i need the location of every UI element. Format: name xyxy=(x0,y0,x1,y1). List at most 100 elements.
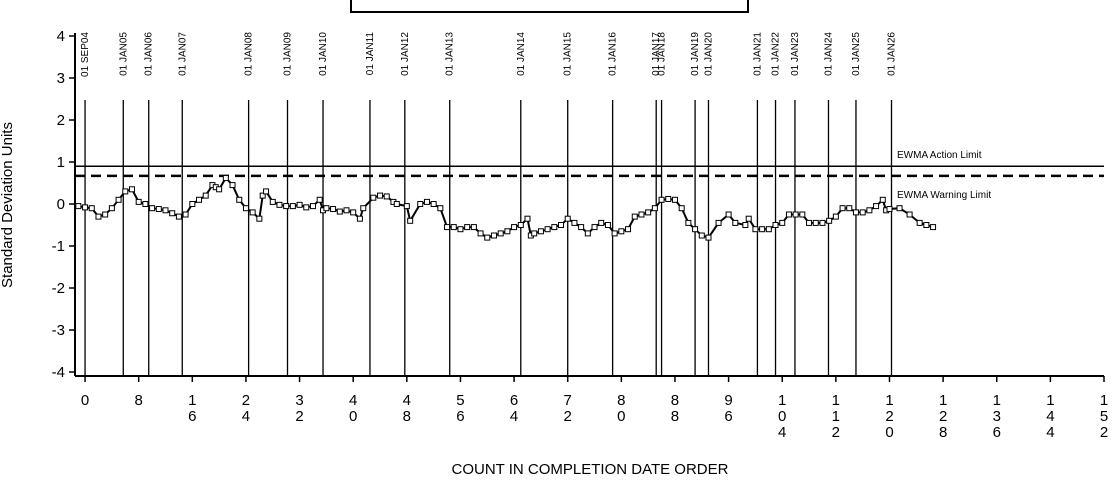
point xyxy=(866,207,873,214)
date-label: 01 JAN14 xyxy=(516,32,527,76)
point xyxy=(323,205,330,212)
point xyxy=(725,211,732,218)
point xyxy=(216,186,223,193)
point xyxy=(236,196,243,203)
point xyxy=(430,201,437,207)
point xyxy=(82,204,89,211)
point xyxy=(645,209,652,216)
x-tick-label: 8 xyxy=(135,392,143,409)
point xyxy=(229,182,236,189)
y-axis-label: Standard Deviation Units xyxy=(0,122,16,288)
point xyxy=(417,201,424,207)
point xyxy=(923,222,930,228)
point xyxy=(296,201,303,208)
point xyxy=(450,224,457,231)
point xyxy=(879,196,886,203)
point xyxy=(393,201,400,207)
point xyxy=(504,228,511,235)
point xyxy=(484,234,491,241)
point xyxy=(564,215,571,222)
point xyxy=(916,219,923,226)
point xyxy=(544,226,551,233)
point xyxy=(162,207,169,214)
x-tick-label: 0 xyxy=(81,392,89,409)
point xyxy=(242,205,249,212)
point xyxy=(309,203,316,210)
point xyxy=(370,194,377,201)
point xyxy=(383,193,390,200)
point xyxy=(531,230,538,237)
point xyxy=(537,228,544,235)
date-label: 01 JAN25 xyxy=(851,32,862,76)
point xyxy=(558,222,565,228)
date-label: 01 JAN12 xyxy=(400,32,411,76)
point xyxy=(437,205,444,212)
y-tick-label: -4 xyxy=(52,364,65,381)
point xyxy=(249,209,256,216)
date-label: 01 JAN11 xyxy=(365,32,376,76)
point xyxy=(303,204,310,211)
point xyxy=(360,205,367,212)
point xyxy=(169,210,176,217)
point xyxy=(551,224,558,231)
point xyxy=(826,217,833,224)
point xyxy=(524,215,531,222)
date-label: 01 JAN23 xyxy=(790,32,801,76)
point xyxy=(930,224,937,231)
point xyxy=(651,205,658,212)
point xyxy=(182,211,189,218)
point xyxy=(752,226,759,233)
point xyxy=(618,228,625,235)
point xyxy=(75,203,82,210)
point xyxy=(742,222,749,228)
point xyxy=(423,198,430,205)
point xyxy=(806,219,813,226)
point xyxy=(457,226,464,233)
point xyxy=(792,211,799,218)
date-label: 01 JAN19 xyxy=(690,32,701,76)
point xyxy=(759,226,766,233)
date-label: 01 JAN08 xyxy=(244,32,255,76)
date-label: 01 JAN17 xyxy=(651,32,662,76)
point xyxy=(343,207,350,214)
point xyxy=(846,205,853,212)
point xyxy=(108,205,115,212)
point xyxy=(175,213,182,220)
point xyxy=(611,230,618,237)
point xyxy=(102,211,109,218)
point xyxy=(115,196,122,203)
point xyxy=(906,211,913,218)
y-tick-label: 0 xyxy=(57,196,65,213)
point xyxy=(779,219,786,226)
point xyxy=(772,222,779,228)
limit-label: EWMA Action Limit xyxy=(897,150,982,161)
point xyxy=(705,234,712,241)
point xyxy=(852,209,859,216)
point xyxy=(88,205,95,212)
point xyxy=(745,215,752,222)
point xyxy=(698,232,705,239)
date-label: 01 JAN18 xyxy=(657,32,668,76)
limit-label: EWMA Warning Limit xyxy=(897,190,991,201)
point xyxy=(477,230,484,237)
point xyxy=(330,206,337,213)
y-tick-label: 2 xyxy=(57,112,65,129)
y-tick-label: -2 xyxy=(52,280,65,297)
point xyxy=(189,201,196,207)
date-label: 01 JAN09 xyxy=(283,32,294,76)
